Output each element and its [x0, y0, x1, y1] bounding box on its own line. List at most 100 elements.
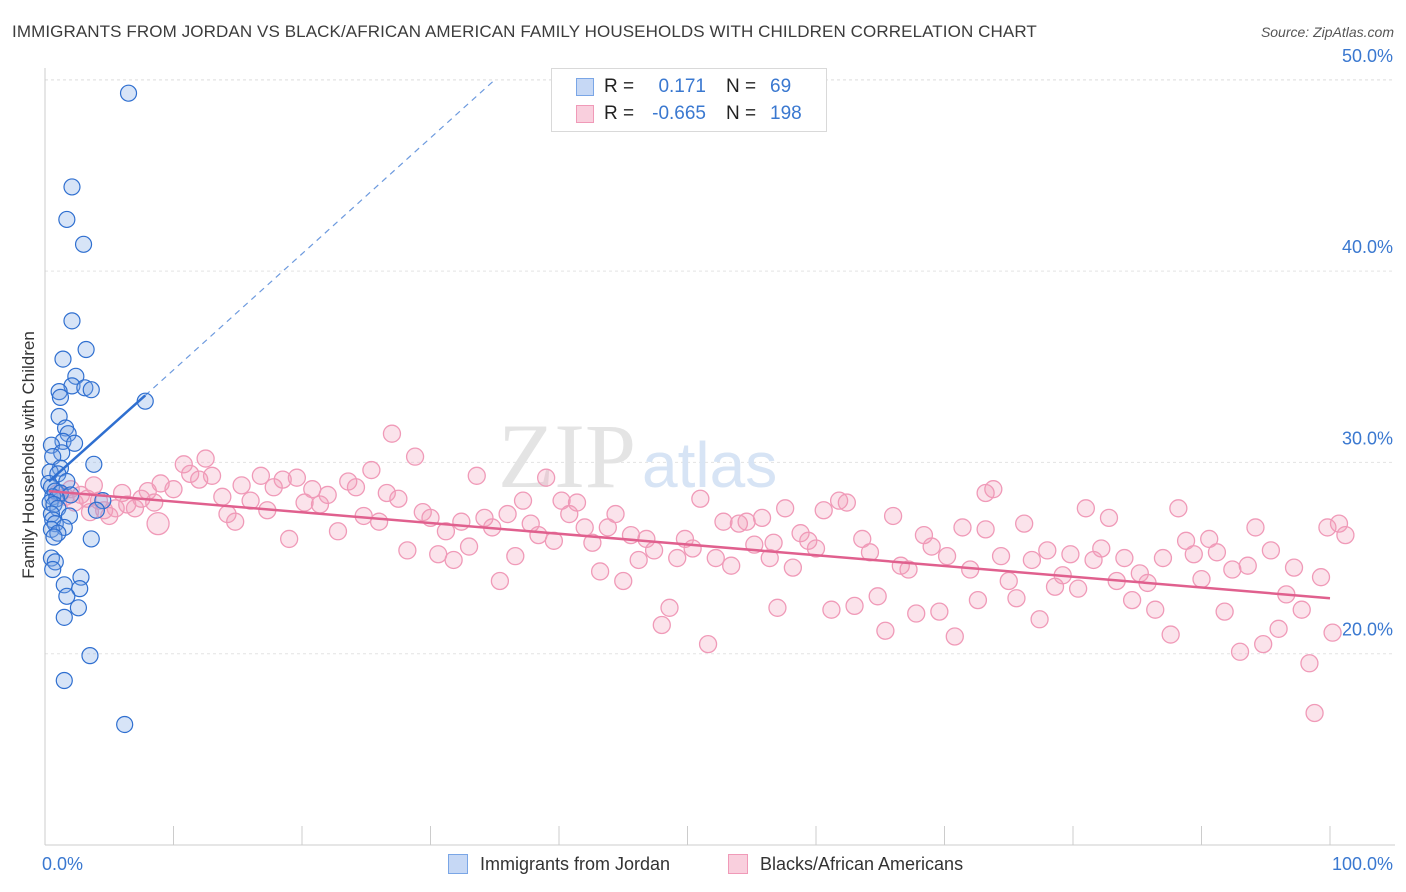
data-point-black [1284, 558, 1304, 577]
data-point-black [567, 493, 587, 512]
legend-r-label: R = [604, 103, 635, 124]
data-point-black [791, 524, 810, 543]
data-point-black [760, 548, 779, 568]
bottom-swatch-black [728, 854, 748, 874]
data-point-black [629, 550, 648, 570]
data-point-jordan [50, 383, 68, 401]
bottom-swatch-jordan [448, 854, 468, 874]
watermark-zip: ZIP [498, 405, 636, 507]
bottom-legend-label-black: Blacks/African Americans [760, 853, 964, 874]
data-point-jordan [74, 235, 93, 253]
data-point-black [1169, 499, 1188, 518]
data-point-black [145, 493, 164, 512]
data-point-black [125, 499, 145, 518]
data-point-black [1318, 518, 1337, 537]
data-point-black [1336, 525, 1355, 545]
watermark-atlas: atlas [642, 429, 777, 501]
data-point-black [346, 478, 366, 497]
data-point-black [1215, 602, 1234, 621]
data-point-black [1230, 642, 1250, 661]
data-point-black [1007, 589, 1026, 608]
data-point-black [1122, 590, 1142, 610]
data-point-black [389, 489, 408, 508]
data-point-jordan [85, 455, 103, 473]
data-point-black [590, 562, 610, 581]
data-point-black [652, 615, 671, 635]
legend-n-value: 69 [770, 76, 792, 97]
data-point-black [822, 600, 841, 619]
data-point-black [930, 602, 949, 621]
data-point-black [273, 470, 292, 489]
data-point-black [1038, 541, 1057, 560]
data-point-black [1305, 703, 1324, 723]
data-point-black [106, 499, 125, 518]
data-point-jordan [77, 340, 95, 359]
legend-r-value: -0.665 [652, 103, 706, 124]
trend-line-jordan-extension [144, 79, 496, 396]
data-point-jordan [55, 608, 73, 626]
data-point-black [1022, 550, 1042, 570]
data-point-black [991, 546, 1011, 566]
data-point-black [806, 539, 826, 558]
y-tick-label: 20.0% [1342, 620, 1393, 640]
data-point-black [714, 512, 733, 531]
data-point-black [868, 587, 887, 606]
data-point-black [999, 571, 1018, 591]
data-point-jordan [71, 580, 89, 598]
data-point-black [691, 489, 710, 508]
data-point-black [776, 499, 795, 518]
legend-r-value: 0.171 [658, 76, 706, 97]
legend-row-jordan: R = 0.171 N = 69 [576, 75, 791, 99]
data-point-black [328, 522, 348, 541]
data-point-black [976, 520, 995, 539]
data-point-jordan [119, 84, 138, 102]
trend-lines [48, 79, 1331, 600]
correlation-legend: R = 0.171 N = 69 R = -0.665 N = 198 [551, 68, 827, 132]
data-point-black [251, 466, 271, 485]
data-point-black [1115, 548, 1134, 568]
data-point-black [698, 634, 718, 654]
data-point-black [907, 604, 926, 623]
bottom-legend-jordan: Immigrants from Jordan [448, 852, 670, 876]
data-point-black [768, 598, 787, 617]
data-point-black [606, 504, 625, 524]
data-point-black [174, 455, 193, 474]
data-point-black [968, 590, 988, 610]
data-point-black [232, 476, 251, 495]
data-point-black [80, 502, 100, 522]
data-point-black [146, 511, 170, 536]
data-point-black [377, 483, 396, 503]
legend-n-label: N = [726, 103, 757, 124]
data-point-black [722, 556, 741, 575]
x-tick-label-min: 0.0% [42, 854, 83, 874]
bottom-legend-black: Blacks/African Americans [728, 852, 963, 876]
data-point-jordan [69, 599, 88, 617]
y-tick-label: 50.0% [1342, 46, 1393, 66]
data-point-jordan [58, 210, 76, 229]
y-tick-label: 40.0% [1342, 237, 1393, 257]
data-point-black [164, 480, 183, 499]
data-point-black [226, 512, 245, 531]
data-point-black [537, 468, 556, 487]
data-point-black [1076, 499, 1095, 518]
data-point-black [883, 506, 903, 526]
data-point-black [575, 518, 594, 537]
data-point-jordan [82, 381, 100, 399]
data-point-black [1254, 634, 1273, 654]
data-point-black [506, 546, 525, 566]
data-point-black [398, 541, 417, 560]
data-point-jordan [116, 715, 134, 734]
data-point-black [452, 512, 471, 531]
data-point-black [976, 483, 995, 503]
data-point-black [783, 558, 803, 577]
data-point-black [1061, 545, 1080, 564]
legend-r-label: R = [604, 76, 635, 97]
data-point-black [196, 449, 215, 468]
series-black-points [48, 424, 1355, 723]
data-point-jordan [58, 587, 76, 605]
data-point-black [660, 598, 679, 617]
data-point-black [799, 531, 818, 550]
data-point-jordan [51, 388, 70, 406]
data-point-black [1068, 579, 1088, 598]
